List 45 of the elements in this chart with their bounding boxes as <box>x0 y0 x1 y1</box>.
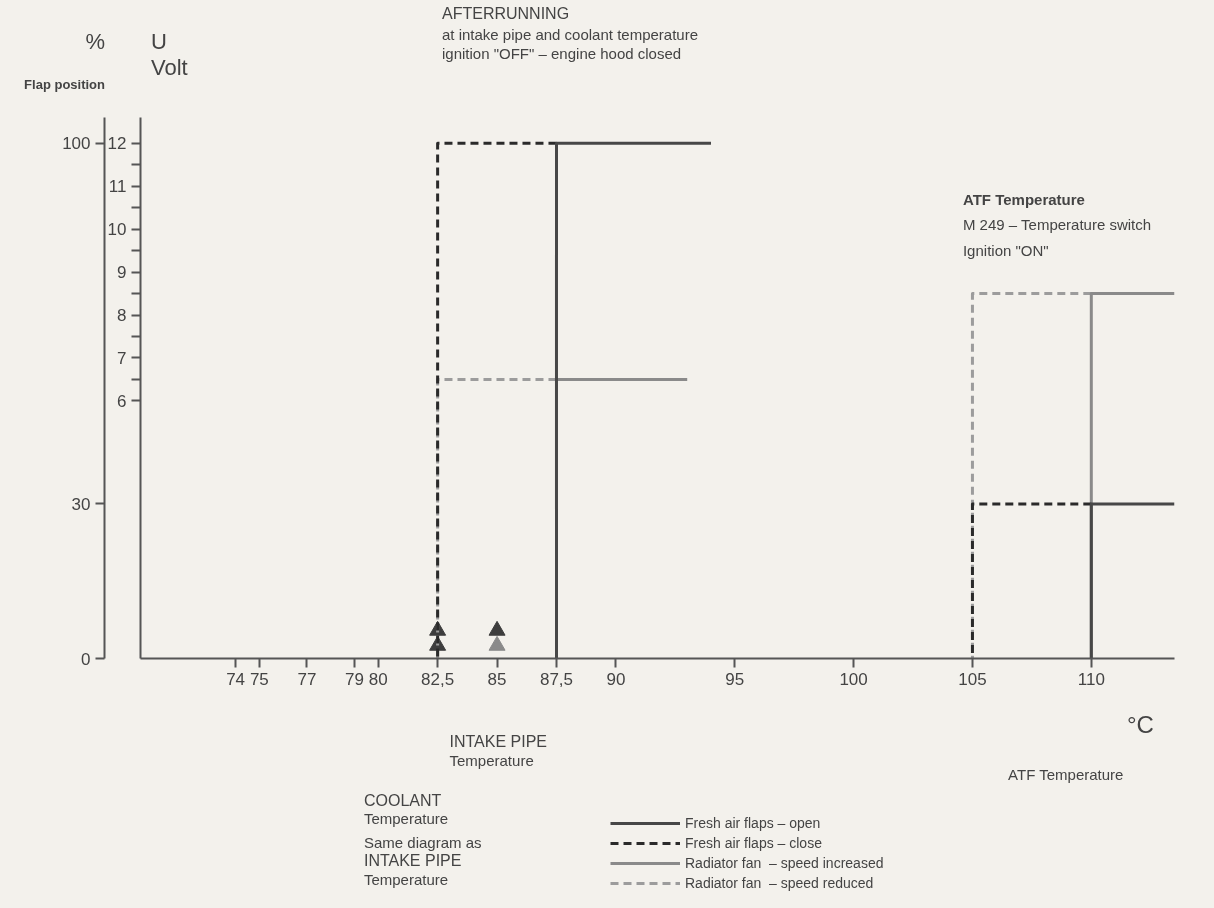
x-tick-label: 85 <box>487 669 507 689</box>
text: ignition "OFF" – engine hood closed <box>442 43 682 64</box>
y2-tick-label: 7 <box>117 348 127 368</box>
text: AFTERRUNNING <box>442 4 570 25</box>
y2-tick-label: 10 <box>107 220 127 240</box>
y-tick-label: 100 <box>62 134 91 154</box>
text: COOLANT <box>363 791 442 809</box>
y-tick-label: 0 <box>81 649 91 669</box>
legend-label: Fresh air flaps – open <box>685 815 821 831</box>
annotation: M 249 – Temperature switch <box>962 216 1152 234</box>
text: Flap position <box>24 76 105 95</box>
annotation: Ignition "ON" <box>962 242 1049 260</box>
y-tick-label: 30 <box>71 494 91 514</box>
x-tick-label: 105 <box>958 669 987 689</box>
text: INTAKE PIPE <box>363 852 462 870</box>
y-axis-title: % <box>85 27 105 56</box>
x-tick-label: 100 <box>839 669 868 689</box>
x-tick-label: 90 <box>606 669 626 689</box>
y2-axis-title: U Volt <box>151 27 188 82</box>
x-tick-label: 87,5 <box>539 669 574 689</box>
x-tick-label: 82,5 <box>421 669 455 689</box>
y2-tick-label: 6 <box>117 391 127 411</box>
text: Temperature <box>363 871 449 889</box>
text: ATF Temperature <box>1008 766 1124 784</box>
x-tick-label: 77 <box>297 669 317 689</box>
x-tick-label: 95 <box>725 669 745 689</box>
text: Temperature <box>363 810 449 828</box>
annotation: ATF Temperature <box>962 190 1085 208</box>
text: Same diagram as <box>363 833 482 851</box>
x-axis-title: °C <box>1126 711 1154 738</box>
y2-tick-label: 11 <box>108 177 127 197</box>
legend-label: Radiator fan – speed reduced <box>685 875 874 891</box>
legend-label: Fresh air flaps – close <box>685 835 822 851</box>
text: Temperature <box>449 751 534 769</box>
x-tick-label: 79 <box>344 669 364 689</box>
text: INTAKE PIPE <box>449 732 548 750</box>
y2-tick-label: 8 <box>117 306 127 326</box>
x-tick-label: 80 <box>368 669 388 689</box>
x-tick-label: 75 <box>249 669 269 689</box>
text: at intake pipe and coolant temperature <box>442 24 699 45</box>
y2-tick-label: 9 <box>117 263 127 283</box>
x-tick-label: 110 <box>1077 669 1105 689</box>
x-tick-label: 74 <box>226 669 246 689</box>
y2-tick-label: 12 <box>107 134 127 154</box>
legend-label: Radiator fan – speed increased <box>685 855 884 871</box>
